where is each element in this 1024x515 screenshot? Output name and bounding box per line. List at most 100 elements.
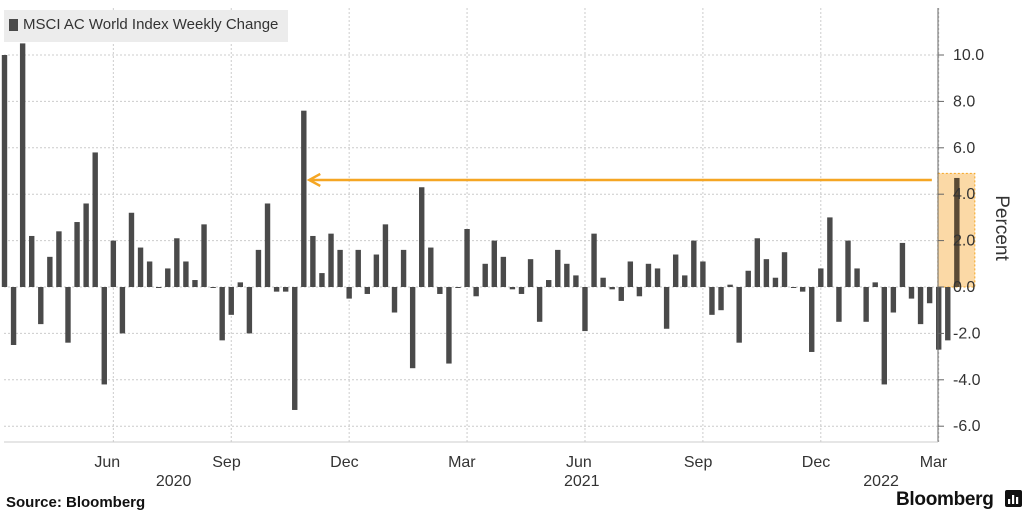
- bar: [564, 263, 570, 287]
- bar: [328, 233, 334, 287]
- bar: [509, 287, 516, 290]
- bar: [56, 231, 62, 287]
- bar: [700, 261, 706, 287]
- bar: [845, 240, 851, 287]
- bar: [854, 268, 860, 287]
- bar: [473, 287, 479, 297]
- bar: [373, 254, 380, 287]
- y-tick-label: 6.0: [953, 140, 975, 157]
- y-tick-label: -2.0: [953, 325, 981, 342]
- bar: [799, 287, 806, 292]
- bar: [745, 270, 751, 287]
- bar: [890, 287, 897, 313]
- bar: [337, 249, 343, 287]
- bar: [409, 287, 416, 369]
- bar: [899, 242, 906, 287]
- x-tick-label-year: 2020: [156, 473, 192, 490]
- bar: [645, 263, 652, 287]
- bar: [482, 263, 488, 287]
- legend-label: MSCI AC World Index Weekly Change: [23, 16, 279, 33]
- bar: [464, 229, 470, 287]
- y-tick-labels: 10.0 8.0 6.0 4.0 2.0 0.0 -2.0 -4.0 -6.0: [953, 47, 984, 435]
- bar: [555, 249, 561, 287]
- annotation-arrow: [306, 172, 932, 188]
- y-tick-label: -4.0: [953, 372, 981, 389]
- bar: [945, 287, 951, 341]
- bar: [419, 187, 425, 287]
- bar: [428, 247, 434, 287]
- bar: [736, 287, 742, 343]
- bar: [618, 287, 624, 301]
- bar: [500, 256, 507, 287]
- bar: [790, 287, 797, 288]
- y-tick-label: -6.0: [953, 418, 981, 435]
- bar: [936, 287, 942, 350]
- bar: [1, 55, 8, 287]
- bar: [210, 287, 216, 288]
- bar: [682, 275, 688, 287]
- bar: [119, 287, 126, 334]
- y-tick-label: 2.0: [953, 233, 975, 250]
- bar: [192, 280, 198, 287]
- bar: [310, 235, 316, 287]
- bar: [763, 259, 770, 287]
- x-tick-label-month: Sep: [684, 454, 713, 471]
- brand-logo-text: Bloomberg: [896, 489, 994, 510]
- bar: [809, 287, 815, 352]
- bar: [228, 287, 234, 315]
- bar: [754, 238, 761, 287]
- bar: [926, 287, 933, 304]
- bar: [518, 287, 525, 294]
- bar: [382, 224, 389, 287]
- x-tick-label-year: 2021: [564, 473, 600, 490]
- bar: [292, 287, 298, 410]
- bar: [609, 287, 615, 290]
- bar: [47, 256, 53, 287]
- y-tick-label: 8.0: [953, 93, 975, 110]
- bar: [319, 273, 325, 287]
- bar: [301, 110, 307, 288]
- bar: [364, 287, 370, 294]
- bar: [273, 287, 280, 292]
- bar: [527, 259, 534, 287]
- bar: [346, 287, 352, 299]
- x-tick-label-month: Dec: [802, 454, 830, 471]
- bar: [718, 287, 724, 311]
- bar: [772, 277, 779, 287]
- bar: [636, 287, 643, 297]
- bar: [908, 287, 915, 299]
- x-tick-label-month: Dec: [330, 454, 358, 471]
- bar: [219, 287, 225, 341]
- bar: [19, 43, 26, 288]
- bar: [83, 203, 89, 287]
- bar: [954, 177, 960, 287]
- bar: [546, 280, 552, 287]
- bar: [727, 284, 733, 287]
- bar: [781, 252, 788, 287]
- bar-series: [1, 43, 960, 410]
- bar: [391, 287, 398, 313]
- x-tick-label-month: Jun: [566, 454, 592, 471]
- bar: [237, 282, 244, 287]
- arrow-head: [306, 172, 321, 188]
- legend-swatch: [9, 19, 18, 31]
- bar: [872, 282, 878, 287]
- bar: [146, 261, 153, 287]
- bar: [836, 287, 842, 322]
- bar: [917, 287, 924, 325]
- bar: [573, 275, 579, 287]
- y-axis-label: Percent: [991, 195, 1012, 261]
- x-tick-label-month: Jun: [94, 454, 120, 471]
- bar: [10, 287, 17, 345]
- bar: [827, 217, 833, 287]
- legend: [4, 10, 288, 42]
- bar: [92, 152, 98, 287]
- bar: [818, 268, 824, 287]
- y-tick-label: 10.0: [953, 47, 984, 64]
- bar: [709, 287, 715, 315]
- x-tick-label-month: Mar: [448, 454, 476, 471]
- x-tick-labels: Jun Sep Dec Mar Jun Sep Dec Mar 2020 2021 2022: [94, 454, 948, 490]
- bar: [201, 224, 207, 287]
- bar: [174, 238, 180, 287]
